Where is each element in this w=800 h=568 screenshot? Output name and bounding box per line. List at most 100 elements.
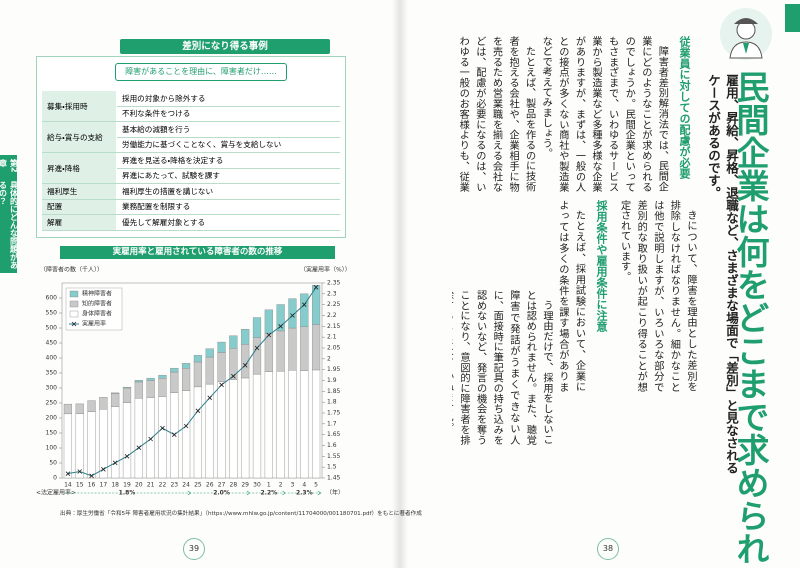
bar-segment [276, 330, 285, 372]
legend-swatch [69, 310, 79, 318]
x-tick-label: 24 [182, 482, 190, 489]
bar-segment [217, 341, 226, 353]
y-tick-label: 150 [46, 430, 58, 437]
table-row: 給与・賞与の支給 基本給の減額を行う [42, 121, 340, 153]
row-item: 労働能力に基づくことなく、賞与を支給しない [116, 137, 340, 153]
legal-rate-bg [260, 489, 277, 497]
bar-segment [158, 377, 167, 397]
bar-segment [288, 327, 297, 371]
table-row: 昇進・降格 昇進を見送る・降格を決定する [42, 152, 340, 184]
bar-segment [252, 337, 262, 375]
x-tick-label: 5 [314, 482, 318, 489]
paragraph: 障害者差別解消法では、民間企業にどのようなことが求められるのでしょうか。民間企業… [540, 36, 668, 192]
y2-tick-label: 1.65 [327, 431, 341, 438]
corner-tab [785, 4, 800, 32]
table-title: 差別になり得る事例 [120, 39, 330, 54]
legal-rate-arrow [246, 490, 251, 496]
y-tick-label: 0 [53, 475, 57, 482]
rate-marker [219, 382, 224, 388]
table-subtitle: 障害があることを理由に、障害者だけ…… [115, 63, 287, 81]
legend-marker [71, 321, 77, 327]
bar-segment [122, 387, 132, 403]
bar-segment [300, 326, 309, 371]
chart: （障害者の数（千人）） （実雇用率（%））05010015020025030035… [36, 266, 351, 497]
x-tick-label: 19 [123, 482, 131, 489]
bar-segment [311, 324, 321, 371]
bar-segment [75, 413, 84, 479]
y-tick-label: 350 [46, 370, 58, 377]
bar-segment [276, 304, 285, 332]
bar-segment [288, 370, 297, 479]
person-hair [734, 18, 758, 24]
page-number: 38 [597, 538, 619, 560]
y-tick-label: 450 [46, 340, 58, 347]
row-category: 配置 [42, 199, 117, 215]
bar-segment [252, 317, 262, 338]
rate-marker [254, 345, 260, 351]
article-title: 民間企業は何をどこまで求められる？ [731, 70, 770, 568]
table-row: 解雇 優先して解雇対象とする [42, 214, 340, 231]
legend-label: 精神障害者 [82, 290, 112, 298]
chart-title: 実雇用率と雇用されている障害者の数の推移 [60, 246, 335, 259]
x-tick-label: 4 [302, 482, 306, 489]
bar-segment [146, 397, 155, 479]
table-row: 福利厚生 福利厚生の措置を講じない [42, 183, 340, 200]
bar-segment [134, 398, 143, 479]
y-tick-label: 300 [46, 385, 58, 392]
rate-marker [195, 408, 201, 414]
bar-segment [217, 352, 226, 382]
y2-tick-label: 1.6 [327, 442, 337, 449]
table-row: 昇進にあたって、試験を課す [42, 168, 340, 184]
y2-axis-label: （実雇用率（%）） [300, 266, 351, 274]
row-category: 福利厚生 [42, 183, 117, 200]
y-tick-label: 550 [46, 310, 58, 317]
bar-segment [241, 377, 250, 479]
bar-segment [300, 370, 309, 479]
x-tick-label: 22 [159, 482, 167, 489]
x-tick-label: 18 [111, 482, 119, 489]
rate-marker [89, 473, 94, 479]
x-tick-label: 16 [88, 482, 96, 489]
bar-segment [276, 370, 285, 479]
rate-marker [112, 460, 118, 466]
bar-segment [241, 329, 250, 345]
rate-marker [77, 469, 83, 474]
chapter-tab: 第2章 具体的にどんな問題があるの？ [0, 155, 19, 273]
section-heading: 従業員に対しての配慮が必要 [678, 36, 691, 179]
row-category: 募集・採用時 [42, 91, 117, 122]
table-row: 不利な条件をつける [42, 106, 340, 122]
source-note: 出典：厚生労働省「令和5年 障害者雇用状況の集計結果」（https://www.… [60, 511, 422, 517]
paragraph: う理由だけで、採用をしないことは認められません。また、聴覚障害で発話がうまくでき… [452, 290, 552, 445]
bar-segment [229, 335, 238, 349]
x-unit: （年） [326, 489, 344, 497]
x-tick-label: 27 [218, 482, 226, 489]
rate-marker [124, 454, 130, 459]
table-row: 配置 業務配置を制限する [42, 199, 340, 215]
y2-tick-label: 1.8 [327, 399, 337, 406]
x-tick-label: 23 [170, 482, 178, 489]
row-item: 不利な条件をつける [116, 106, 340, 122]
bar-segment [205, 356, 214, 385]
y2-tick-label: 1.9 [327, 377, 337, 384]
paragraph: きについて、障害を理由とした差別を排除しなければなりません。細かなことは他で説明… [618, 200, 696, 392]
spine-shadow [392, 0, 408, 568]
y2-tick-label: 1.95 [327, 366, 341, 373]
x-tick-label: 3 [291, 482, 295, 489]
y-tick-label: 250 [46, 400, 58, 407]
bar-segment [87, 400, 96, 412]
legend-swatch [69, 290, 79, 298]
x-tick-label: 1 [267, 482, 271, 489]
rate-marker [242, 363, 248, 368]
y-tick-label: 100 [46, 445, 58, 452]
x-tick-label: 21 [147, 482, 155, 489]
bar-segment [264, 333, 273, 372]
bar-segment [181, 390, 191, 479]
bar-segment [181, 363, 191, 369]
legend-swatch [69, 300, 79, 308]
rate-marker [136, 445, 142, 450]
row-item: 優先して解雇対象とする [116, 214, 340, 231]
y2-tick-label: 1.7 [327, 420, 337, 427]
bar-segment [122, 402, 132, 479]
bar-segment [229, 379, 238, 479]
